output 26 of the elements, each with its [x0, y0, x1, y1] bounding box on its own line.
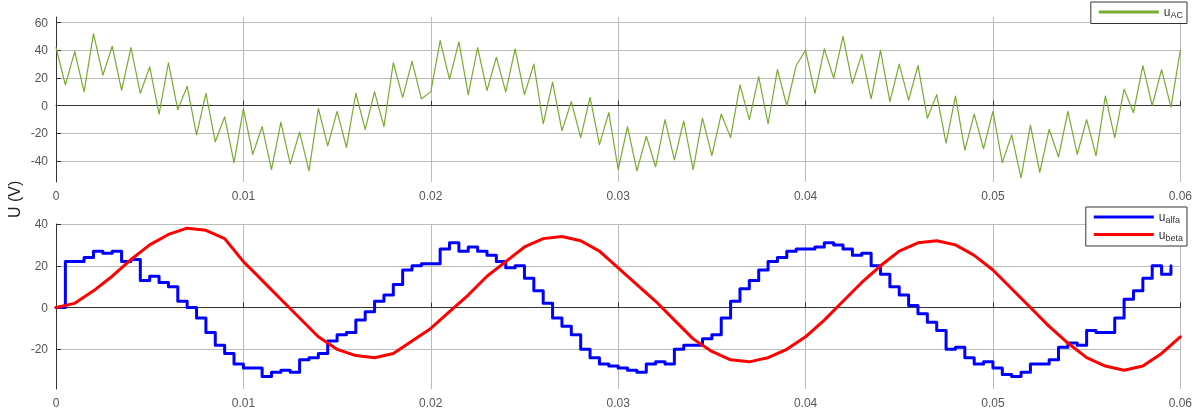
- line-series: [55, 33, 1181, 179]
- x-tick-label: 0.01: [231, 396, 256, 410]
- x-tick-label: 0.02: [419, 396, 443, 410]
- y-tick-label: -20: [30, 126, 49, 141]
- x-tick-label: 0.06: [1168, 189, 1193, 203]
- x-tick-label: 0: [52, 189, 60, 203]
- y-tick-label: 20: [34, 71, 49, 86]
- y-tick-label: -20: [30, 342, 49, 357]
- y-tick-label: 40: [34, 217, 49, 231]
- x-tick-label: 0.03: [606, 189, 631, 203]
- y-tick-label: -40: [30, 154, 49, 169]
- x-tick-label: 0.05: [981, 396, 1005, 410]
- y-tick-label: 20: [34, 258, 49, 273]
- x-tick-label: 0.06: [1168, 396, 1193, 410]
- x-tick-label: 0.03: [606, 396, 631, 410]
- y-tick-label: 40: [34, 43, 49, 58]
- x-tick-label: 0.04: [793, 396, 818, 410]
- x-tick-label: 0.05: [981, 189, 1005, 203]
- y-axis-title: U (V): [6, 180, 24, 218]
- y-tick-label: 60: [34, 15, 49, 30]
- x-tick-label: 0.01: [231, 189, 256, 203]
- y-tick-label: 0: [41, 98, 49, 113]
- x-tick-label: 0: [52, 396, 60, 410]
- y-tick-label: 0: [41, 300, 49, 315]
- x-tick-label: 0.04: [793, 189, 818, 203]
- x-tick-label: 0.02: [419, 189, 443, 203]
